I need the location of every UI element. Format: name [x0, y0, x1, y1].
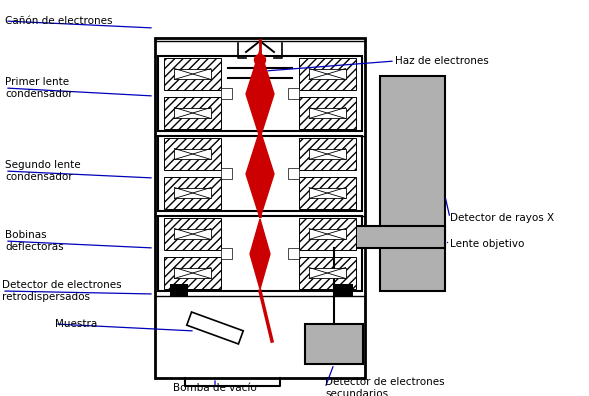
Bar [164, 257, 221, 289]
Text: Muestra: Muestra [55, 319, 97, 329]
Text: Segundo lente
condensador: Segundo lente condensador [5, 160, 81, 182]
Bar [221, 88, 233, 99]
Text: Haz de electrones: Haz de electrones [395, 56, 489, 66]
Bar [155, 38, 365, 378]
Bar [164, 218, 221, 250]
Bar [164, 58, 221, 90]
Bar [287, 88, 299, 99]
Polygon shape [246, 130, 274, 218]
Bar [309, 148, 346, 160]
Bar [170, 284, 188, 296]
Text: Bobinas
deflectoras: Bobinas deflectoras [5, 230, 64, 252]
Bar [335, 284, 353, 296]
Text: Detector de rayos X: Detector de rayos X [450, 213, 554, 223]
Bar [287, 168, 299, 179]
Bar [174, 228, 211, 240]
Text: Primer lente
condensador: Primer lente condensador [5, 77, 72, 99]
Polygon shape [187, 312, 243, 344]
Bar [221, 248, 233, 259]
Bar [380, 76, 445, 291]
Bar [299, 218, 356, 250]
Bar [287, 248, 299, 259]
Bar [309, 188, 346, 198]
Bar [221, 168, 233, 179]
Bar [309, 108, 346, 118]
Polygon shape [250, 219, 270, 289]
Bar [174, 268, 211, 278]
Bar [164, 138, 221, 170]
Text: Bomba de vacío: Bomba de vacío [173, 383, 257, 393]
Bar [299, 257, 356, 289]
Text: Cañón de electrones: Cañón de electrones [5, 16, 112, 26]
Bar [299, 138, 356, 170]
Text: Detector de electrones
secundarios.: Detector de electrones secundarios. [325, 377, 445, 396]
Bar [299, 177, 356, 209]
Bar [158, 216, 362, 291]
Bar [164, 97, 221, 129]
Bar [164, 177, 221, 209]
Bar [350, 226, 445, 248]
Text: Lente objetivo: Lente objetivo [450, 239, 524, 249]
Circle shape [254, 55, 266, 65]
Bar [158, 136, 362, 211]
Bar [299, 97, 356, 129]
Bar [158, 56, 362, 131]
Bar [305, 324, 363, 364]
Bar [309, 69, 346, 80]
Bar [174, 108, 211, 118]
Bar [309, 228, 346, 240]
Polygon shape [246, 50, 274, 138]
Bar [174, 69, 211, 80]
Bar [174, 148, 211, 160]
Text: Detector de electrones
retrodispersados: Detector de electrones retrodispersados [2, 280, 121, 302]
Bar [299, 58, 356, 90]
Bar [309, 268, 346, 278]
Bar [174, 188, 211, 198]
